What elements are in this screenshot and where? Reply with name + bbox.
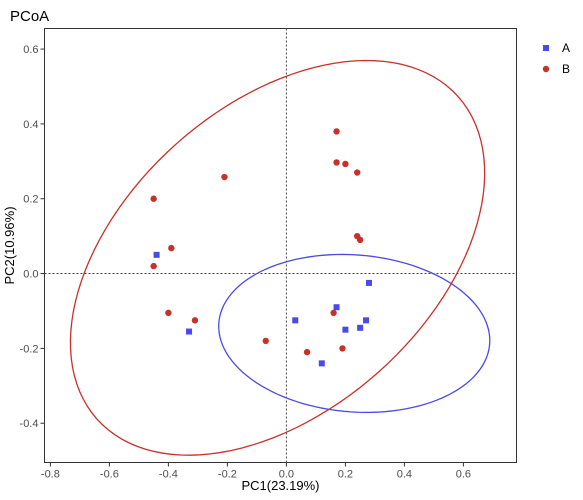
point-a: [153, 251, 160, 258]
point-b: [342, 160, 349, 168]
point-b: [165, 309, 172, 317]
y-tick-label: 0.2: [23, 194, 38, 206]
ellipse-group-b: [69, 59, 486, 456]
y-tick-label: 0.6: [23, 44, 38, 56]
x-tick-label: -0.8: [41, 469, 60, 481]
y-tick-label: 0.4: [23, 119, 38, 131]
point-b: [221, 173, 228, 181]
point-b: [150, 195, 157, 202]
point-b: [333, 159, 340, 166]
point-b: [356, 236, 364, 244]
point-b: [330, 309, 337, 317]
y-axis-title: PC2(10.96%): [2, 206, 17, 284]
reference-lines: [44, 28, 517, 463]
y-axis: -0.4 -0.2 0.0 0.2 0.4 0.6: [20, 44, 45, 430]
x-tick-label: 0.4: [397, 469, 412, 481]
legend: AB: [542, 41, 570, 76]
x-tick-label: 0.6: [456, 469, 471, 481]
x-tick-label: -0.4: [159, 469, 178, 481]
point-a: [363, 317, 370, 324]
point-a: [366, 279, 372, 286]
point-a: [342, 326, 349, 333]
legend-key-b: [542, 65, 550, 73]
x-axis: -0.8 -0.6 -0.4 -0.2 0.0 0.2 0.4 0.6: [41, 462, 471, 481]
point-b: [150, 262, 157, 270]
legend-label-b: B: [562, 62, 570, 76]
point-b: [303, 348, 311, 356]
y-tick-label: 0.0: [23, 269, 38, 281]
x-tick-label: -0.2: [218, 469, 237, 481]
x-tick-label: -0.6: [100, 469, 119, 481]
point-b: [168, 244, 175, 252]
legend-key-a: [543, 45, 549, 51]
x-tick-label: 0.2: [338, 469, 353, 481]
point-b: [191, 317, 199, 324]
point-a: [357, 324, 364, 331]
ellipse-group-a: [218, 253, 491, 414]
point-a: [318, 360, 325, 367]
point-a: [333, 304, 340, 311]
plot-panel: [44, 28, 517, 463]
point-b: [354, 169, 361, 176]
point-b: [333, 128, 340, 135]
point-b: [262, 337, 269, 345]
point-a: [186, 328, 193, 335]
y-tick-label: -0.4: [20, 418, 39, 430]
point-a: [292, 317, 299, 324]
legend-label-a: A: [562, 41, 570, 55]
point-b: [339, 345, 346, 352]
y-tick-label: -0.2: [20, 343, 39, 355]
data-points: [150, 128, 372, 367]
x-axis-title: PC1(23.19%): [241, 478, 319, 493]
confidence-ellipses: [69, 59, 491, 456]
x-tick-label: 0.0: [279, 469, 294, 481]
chart-title: PCoA: [10, 8, 49, 25]
